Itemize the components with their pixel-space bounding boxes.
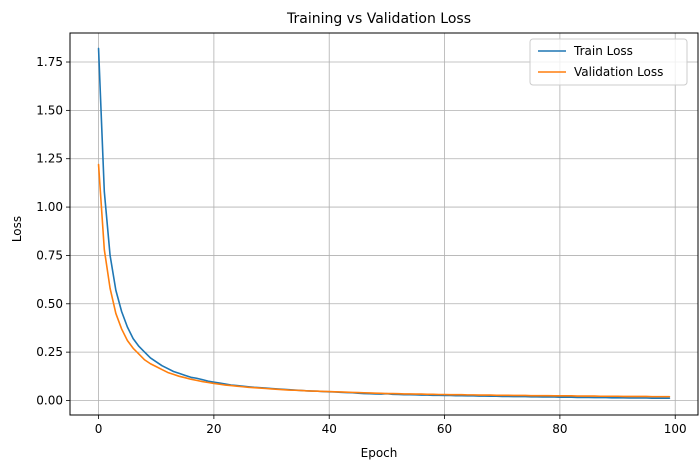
legend-label-train: Train Loss xyxy=(573,44,633,58)
x-tick-label: 40 xyxy=(322,422,337,436)
legend: Train Loss Validation Loss xyxy=(529,38,688,86)
y-tick-label: 1.50 xyxy=(36,103,63,117)
legend-frame xyxy=(529,38,688,86)
plot-frame xyxy=(69,32,699,416)
y-axis-label: Loss xyxy=(10,216,24,242)
chart-title: Training vs Validation Loss xyxy=(286,11,471,27)
x-tick-label: 80 xyxy=(552,422,567,436)
validation-loss-line xyxy=(97,163,671,398)
y-tick-label: 1.25 xyxy=(36,152,63,166)
x-tick-label: 60 xyxy=(437,422,452,436)
x-axis-ticks: 0 20 40 60 80 100 xyxy=(95,415,687,436)
legend-label-validation: Validation Loss xyxy=(574,65,663,79)
train-loss-line xyxy=(97,47,671,399)
y-axis-ticks: 0.00 0.25 0.50 0.75 1.00 1.25 1.50 1.75 xyxy=(36,55,70,407)
y-tick-label: 1.75 xyxy=(36,55,63,69)
series-lines xyxy=(97,47,671,399)
y-tick-label: 0.50 xyxy=(36,297,63,311)
x-axis-label: Epoch xyxy=(361,446,398,460)
y-tick-label: 1.00 xyxy=(36,200,63,214)
y-tick-label: 0.75 xyxy=(36,248,63,262)
x-tick-label: 0 xyxy=(95,422,103,436)
x-tick-label: 20 xyxy=(206,422,221,436)
grid xyxy=(70,33,698,415)
y-tick-label: 0.00 xyxy=(36,393,63,407)
x-tick-label: 100 xyxy=(664,422,687,436)
y-tick-label: 0.25 xyxy=(36,345,63,359)
